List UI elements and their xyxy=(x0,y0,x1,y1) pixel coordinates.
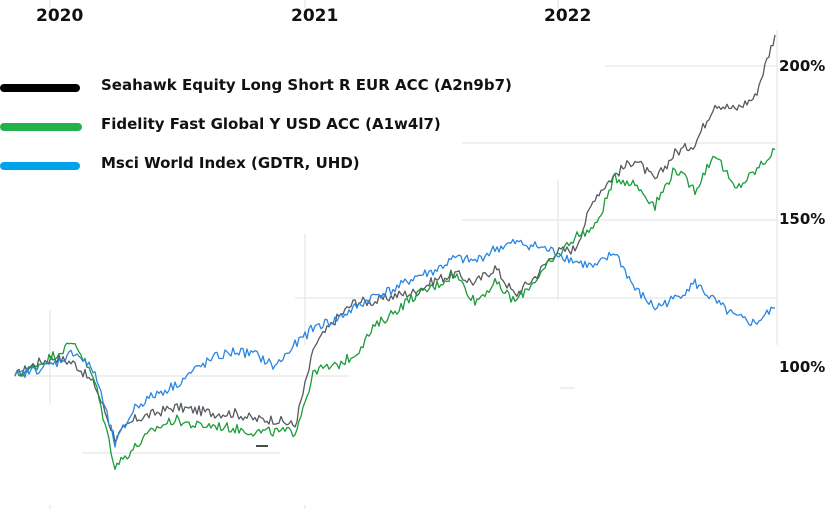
legend-swatch-blue-line-icon xyxy=(0,162,80,170)
x-tick-2021: 2021 xyxy=(291,6,339,26)
gridlines xyxy=(14,0,778,509)
series-line-msci xyxy=(14,238,776,448)
legend-swatch-black-line-icon xyxy=(0,84,80,92)
legend-label: Seahawk Equity Long Short R EUR ACC (A2n… xyxy=(101,76,512,94)
legend-label: Msci World Index (GDTR, UHD) xyxy=(101,154,360,172)
legend-swatch-green-line-icon xyxy=(0,123,82,131)
y-tick-150: 150% xyxy=(779,210,826,228)
legend-label: Fidelity Fast Global Y USD ACC (A1w4l7) xyxy=(101,115,441,133)
series-line-fidelity xyxy=(14,147,776,471)
y-tick-200: 200% xyxy=(779,57,826,75)
series-line-seahawk xyxy=(14,34,776,443)
x-tick-2020: 2020 xyxy=(36,6,84,26)
x-tick-2022: 2022 xyxy=(544,6,592,26)
y-tick-100: 100% xyxy=(779,358,826,376)
